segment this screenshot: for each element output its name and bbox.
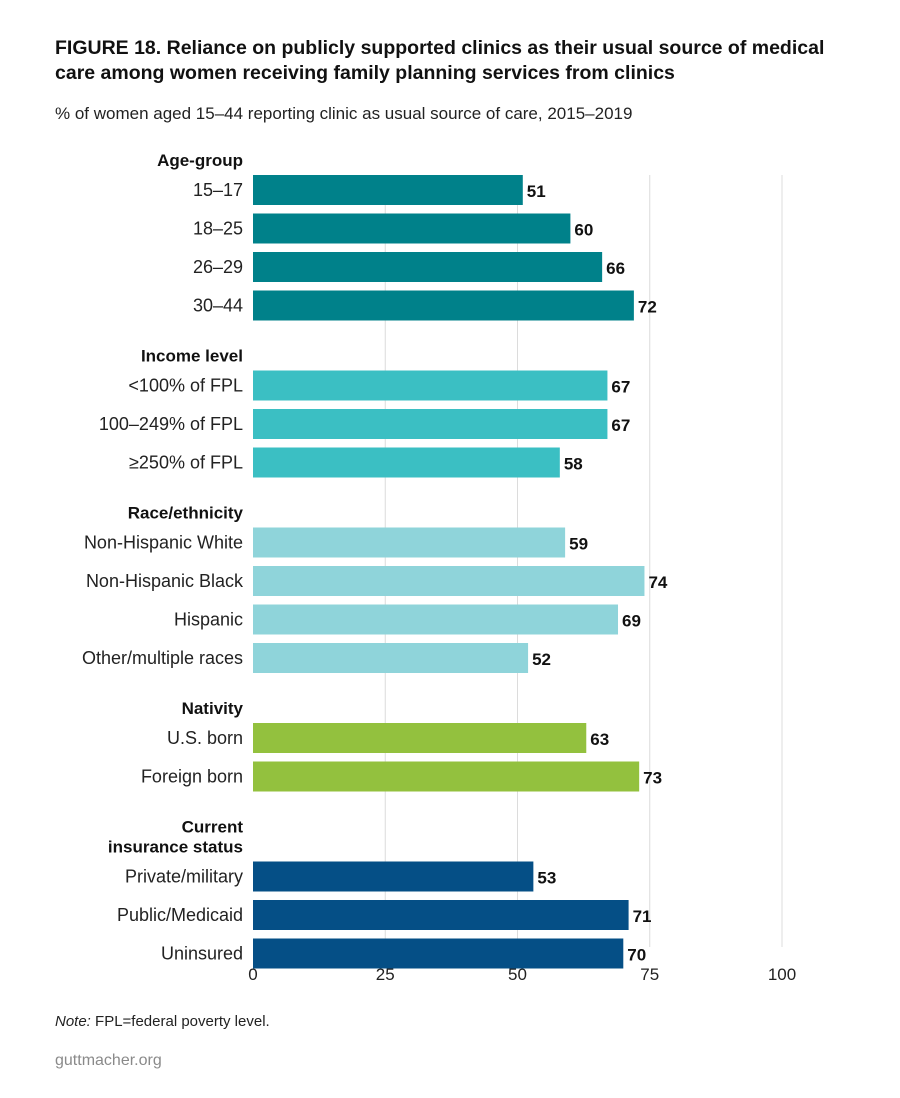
bar xyxy=(253,938,624,969)
bar xyxy=(253,643,529,673)
data-label: 70 xyxy=(627,946,646,965)
x-tick-label: 75 xyxy=(640,965,659,984)
bar xyxy=(253,861,534,892)
category-label: Foreign born xyxy=(141,767,243,787)
bar xyxy=(253,527,566,558)
note-label: Note: xyxy=(55,1013,91,1030)
bar xyxy=(253,175,523,205)
category-label: 26–29 xyxy=(193,257,243,277)
group-header: Nativity xyxy=(182,699,244,718)
category-label: Non-Hispanic Black xyxy=(86,571,244,591)
bar xyxy=(253,252,603,282)
bar xyxy=(253,900,629,930)
x-tick-label: 50 xyxy=(508,965,527,984)
note-text: FPL=federal poverty level. xyxy=(90,1013,270,1030)
data-label: 66 xyxy=(606,259,625,278)
x-axis-ticks: 0 25 50 75 100 xyxy=(248,965,796,984)
group-header: Current xyxy=(182,818,244,837)
data-label: 60 xyxy=(574,221,593,240)
x-tick-label: 0 xyxy=(248,965,257,984)
footnote: Note: FPL=federal poverty level. xyxy=(55,1013,270,1030)
x-tick-label: 25 xyxy=(376,965,395,984)
data-label: 53 xyxy=(537,869,556,888)
group-header: Income level xyxy=(141,347,243,366)
category-label: ≥250% of FPL xyxy=(129,453,243,473)
source-credit: guttmacher.org xyxy=(55,1052,162,1069)
bars xyxy=(253,175,645,969)
bar xyxy=(253,213,571,244)
data-label: 51 xyxy=(527,182,546,201)
data-label: 59 xyxy=(569,535,588,554)
data-label: 74 xyxy=(648,573,667,592)
data-label: 73 xyxy=(643,769,662,788)
data-label: 72 xyxy=(638,298,657,317)
bar xyxy=(253,290,634,321)
x-tick-label: 100 xyxy=(768,965,796,984)
figure-subtitle: % of women aged 15–44 reporting clinic a… xyxy=(55,104,633,123)
category-label: 100–249% of FPL xyxy=(99,414,243,434)
bar xyxy=(253,761,640,792)
bar-chart: Age-group 15–17 51 18–25 60 26–29 66 30–44 72 Inc… xyxy=(82,151,796,984)
bar xyxy=(253,723,587,753)
bar xyxy=(253,409,608,439)
group-header: Age-group xyxy=(157,151,243,170)
group-header: Race/ethnicity xyxy=(128,504,244,523)
category-label: Uninsured xyxy=(161,944,243,964)
figure-title: FIGURE 18. Reliance on publicly supporte… xyxy=(55,37,825,84)
labels: Age-group 15–17 51 18–25 60 26–29 66 30–44 72 Inc… xyxy=(82,151,668,965)
category-label: U.S. born xyxy=(167,728,243,748)
data-label: 71 xyxy=(633,907,652,926)
category-label: Hispanic xyxy=(174,610,243,630)
bar xyxy=(253,604,619,635)
category-label: Other/multiple races xyxy=(82,648,243,668)
category-label: 18–25 xyxy=(193,219,243,239)
bar xyxy=(253,447,560,478)
data-label: 58 xyxy=(564,455,583,474)
bar xyxy=(253,566,645,596)
bar xyxy=(253,370,608,401)
category-label: Non-Hispanic White xyxy=(84,533,243,553)
category-label: <100% of FPL xyxy=(128,376,243,396)
category-label: 30–44 xyxy=(193,296,243,316)
data-label: 67 xyxy=(611,378,630,397)
category-label: Private/military xyxy=(125,867,243,887)
data-label: 69 xyxy=(622,612,641,631)
data-label: 52 xyxy=(532,650,551,669)
category-label: Public/Medicaid xyxy=(117,905,243,925)
data-label: 63 xyxy=(590,730,609,749)
group-header: insurance status xyxy=(108,838,243,857)
data-label: 67 xyxy=(611,416,630,435)
category-label: 15–17 xyxy=(193,180,243,200)
